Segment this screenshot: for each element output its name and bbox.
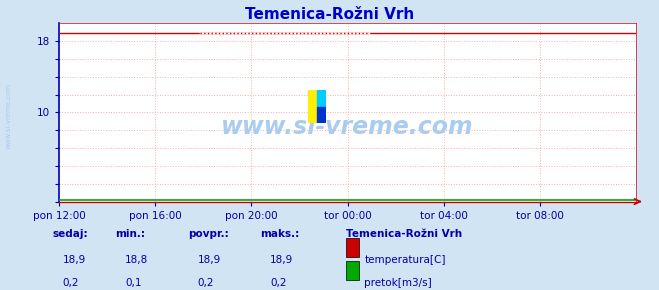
Text: pretok[m3/s]: pretok[m3/s]: [364, 278, 432, 288]
Text: 0,2: 0,2: [198, 278, 214, 288]
Text: www.si-vreme.com: www.si-vreme.com: [221, 115, 474, 139]
Text: Temenica-Rožni Vrh: Temenica-Rožni Vrh: [346, 229, 462, 239]
Text: 18,8: 18,8: [125, 255, 148, 265]
Text: 18,9: 18,9: [270, 255, 293, 265]
Text: 0,2: 0,2: [63, 278, 79, 288]
Text: 0,1: 0,1: [125, 278, 142, 288]
Text: maks.:: maks.:: [260, 229, 300, 239]
Text: 0,2: 0,2: [270, 278, 287, 288]
Bar: [308, 90, 317, 123]
Text: Temenica-Rožni Vrh: Temenica-Rožni Vrh: [245, 7, 414, 22]
Text: temperatura[C]: temperatura[C]: [364, 255, 446, 265]
Text: sedaj:: sedaj:: [53, 229, 88, 239]
Text: www.si-vreme.com: www.si-vreme.com: [5, 83, 11, 149]
Bar: [317, 90, 326, 106]
Text: povpr.:: povpr.:: [188, 229, 229, 239]
Text: 18,9: 18,9: [198, 255, 221, 265]
Text: min.:: min.:: [115, 229, 146, 239]
Text: 18,9: 18,9: [63, 255, 86, 265]
Bar: [317, 106, 326, 123]
